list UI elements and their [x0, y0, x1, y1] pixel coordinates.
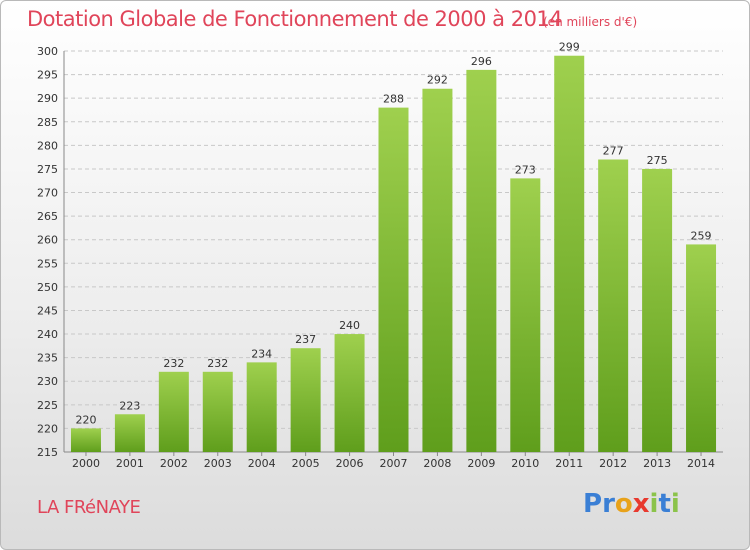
- bar-layer: [70, 55, 717, 453]
- value-label: 273: [515, 163, 536, 176]
- y-tick-label: 280: [37, 139, 58, 152]
- y-tick-label: 245: [37, 304, 58, 317]
- bar-2005: [290, 348, 321, 452]
- y-tick-label: 230: [37, 375, 58, 388]
- y-tick-label: 290: [37, 92, 58, 105]
- y-tick-label: 240: [37, 328, 58, 341]
- value-label: 223: [119, 399, 140, 412]
- bar-2003: [202, 371, 233, 452]
- chart-subtitle: (en milliers d'€): [543, 15, 638, 29]
- label-layer: 220 223 232 232 234 237 240 288 292 296 273 299 277 2…: [75, 41, 711, 427]
- x-tick-label: 2014: [687, 457, 715, 470]
- x-tick-label: 2013: [643, 457, 671, 470]
- value-label: 288: [383, 93, 404, 106]
- x-tick-label: 2001: [116, 457, 144, 470]
- bar-2001: [114, 414, 145, 452]
- x-tick-label: 2005: [292, 457, 320, 470]
- bar-2014: [686, 244, 717, 452]
- y-tick-label: 235: [37, 352, 58, 365]
- y-tick-label: 295: [37, 69, 58, 82]
- value-label: 232: [163, 357, 184, 370]
- value-label: 232: [207, 357, 228, 370]
- x-tick-label: 2009: [467, 457, 495, 470]
- value-label: 234: [251, 347, 272, 360]
- bar-2013: [642, 168, 673, 453]
- bar-2007: [378, 107, 409, 453]
- logo-letter: t: [658, 489, 671, 519]
- value-label: 237: [295, 333, 316, 346]
- commune-name: LA FRéNAYE: [37, 497, 141, 518]
- value-label: 299: [559, 41, 580, 54]
- logo-letter: i: [649, 489, 659, 519]
- x-tick-label: 2004: [248, 457, 276, 470]
- bar-2009: [466, 69, 497, 452]
- logo-letter: r: [602, 489, 615, 519]
- value-label: 296: [471, 55, 492, 68]
- value-label: 292: [427, 74, 448, 87]
- y-tick-label: 270: [37, 187, 58, 200]
- bar-2006: [334, 334, 365, 452]
- value-label: 240: [339, 319, 360, 332]
- chart-title: Dotation Globale de Fonctionnement de 20…: [27, 7, 563, 31]
- x-tick-label: 2008: [423, 457, 451, 470]
- y-tick-label: 285: [37, 116, 58, 129]
- axis-layer: 215 220 225 230 235 240 245 250 255 260 265 270 275 2…: [37, 45, 723, 470]
- y-tick-label: 215: [37, 446, 58, 459]
- y-tick-label: 225: [37, 399, 58, 412]
- y-tick-label: 220: [37, 422, 58, 435]
- y-tick-label: 255: [37, 257, 58, 270]
- y-tick-label: 275: [37, 163, 58, 176]
- bar-2002: [158, 371, 189, 452]
- x-tick-label: 2002: [160, 457, 188, 470]
- logo-letter: P: [583, 489, 603, 519]
- bar-2000: [70, 428, 101, 452]
- x-tick-label: 2011: [555, 457, 583, 470]
- x-tick-label: 2000: [72, 457, 100, 470]
- x-tick-label: 2007: [380, 457, 408, 470]
- y-tick-label: 265: [37, 210, 58, 223]
- bar-2010: [510, 178, 541, 452]
- bar-2012: [598, 159, 629, 452]
- bar-2008: [422, 88, 453, 452]
- bar-2011: [554, 55, 585, 452]
- y-tick-label: 250: [37, 281, 58, 294]
- logo-letter: x: [632, 489, 650, 519]
- value-label: 220: [75, 413, 96, 426]
- x-tick-label: 2006: [336, 457, 364, 470]
- y-tick-label: 300: [37, 45, 58, 58]
- proxiti-logo: Proxiti: [583, 489, 680, 519]
- x-tick-label: 2003: [204, 457, 232, 470]
- value-label: 275: [647, 154, 668, 167]
- value-label: 259: [691, 229, 712, 242]
- logo-letter: o: [614, 489, 633, 519]
- bar-2004: [246, 362, 277, 452]
- y-tick-label: 260: [37, 234, 58, 247]
- x-tick-label: 2010: [511, 457, 539, 470]
- x-tick-label: 2012: [599, 457, 627, 470]
- logo-letter: i: [670, 489, 680, 519]
- value-label: 277: [603, 145, 624, 158]
